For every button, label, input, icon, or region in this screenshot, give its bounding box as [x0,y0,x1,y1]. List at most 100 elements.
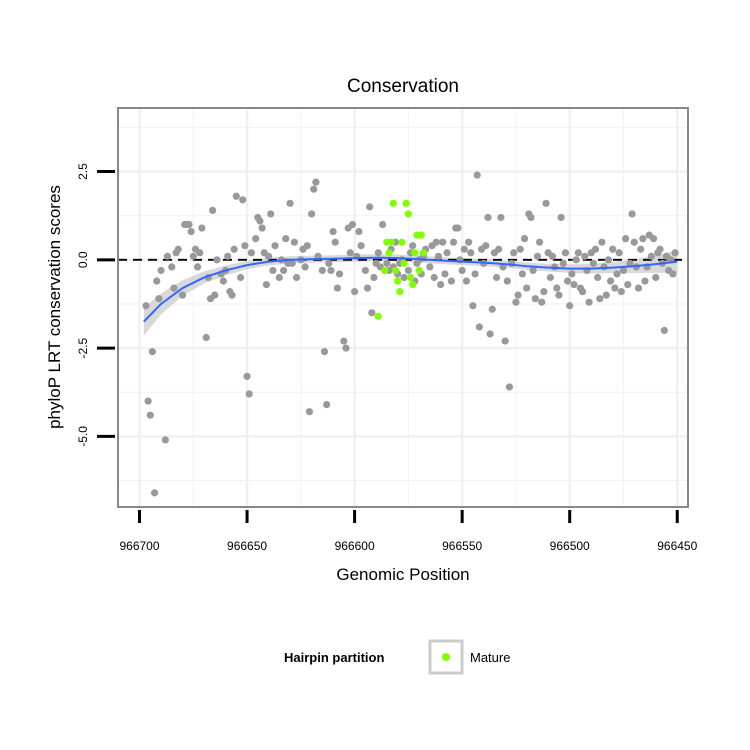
data-point [262,280,271,289]
y-tick-label: -2.5 [76,337,90,358]
data-point [370,273,378,282]
data-point [439,238,447,246]
data-point [271,242,279,250]
data-point [447,277,455,285]
data-point [185,220,193,229]
data-point [307,210,316,218]
data-point [469,302,477,310]
data-point-mature [404,210,412,218]
x-tick-label: 966500 [550,539,590,553]
data-point [615,249,623,257]
data-point [467,249,475,257]
data-point [488,305,496,313]
data-point [458,266,466,275]
data-point [213,256,221,264]
data-point [290,238,298,246]
data-point [454,224,462,232]
data-point [501,337,509,345]
data-point [437,280,445,289]
data-point [542,199,550,207]
data-point [146,411,154,419]
data-point [639,235,647,243]
data-point [325,259,333,267]
x-axis-title: Genomic Position [336,565,469,584]
data-point [449,238,458,246]
data-point [333,284,341,292]
data-point [617,288,625,296]
data-point [585,298,593,306]
data-point [198,224,206,232]
data-point [312,178,320,186]
data-point [202,333,210,342]
data-point [310,185,318,193]
data-point [305,408,314,416]
data-point [178,291,187,299]
data-point [232,192,240,200]
data-point [606,277,615,285]
data-point [292,273,301,282]
legend-label-mature: Mature [470,650,510,665]
data-point [258,224,266,232]
data-point [335,270,344,278]
data-point [555,291,563,299]
data-point [540,288,548,296]
data-point [256,217,264,225]
data-point [473,171,481,179]
data-point [553,284,561,292]
data-point [318,266,326,275]
data-point [196,249,204,257]
data-point [432,238,440,246]
x-tick-label: 966650 [227,539,267,553]
data-point [482,242,490,250]
data-point [441,270,449,278]
data-point [275,273,283,282]
data-point [671,249,679,257]
data-point [366,203,374,211]
data-point [546,273,554,282]
data-point-mature [409,280,417,289]
data-point [357,242,365,250]
data-point [649,235,658,243]
smooth-fit-line [143,256,678,323]
confidence-band [143,250,678,336]
data-point [168,263,176,271]
y-axis-ticks: 2.5 0.0 -2.5 -5.0 [76,163,115,447]
data-point [378,220,387,229]
data-point [144,397,152,405]
data-point [340,337,348,345]
x-tick-label: 966450 [657,539,697,553]
data-point [355,227,363,236]
data-point [374,249,382,257]
data-point [320,348,329,356]
data-point [434,252,443,260]
data-point [342,344,350,352]
data-point [267,210,275,218]
data-point [622,235,630,243]
data-point [301,263,309,271]
data-point [383,259,391,267]
data-point [559,259,567,267]
data-point [346,249,354,257]
y-axis-title: phyloP LRT conservation scores [45,185,64,429]
x-tick-label: 966550 [442,539,482,553]
data-point [561,249,569,257]
data-point [579,288,587,296]
data-point [669,270,677,278]
data-point [409,242,417,250]
data-point [404,266,412,275]
data-point [150,489,159,497]
data-point [619,266,628,275]
data-point [647,252,656,260]
data-point [495,245,503,253]
data-point-mature [411,249,419,257]
data-point [155,295,163,303]
data-point [368,309,376,317]
data-point-mature [417,231,425,239]
data-point [363,284,372,292]
x-tick-label: 966600 [335,539,375,553]
data-point [499,263,507,271]
data-point [475,323,483,331]
data-point [219,277,227,285]
data-point [581,252,589,260]
